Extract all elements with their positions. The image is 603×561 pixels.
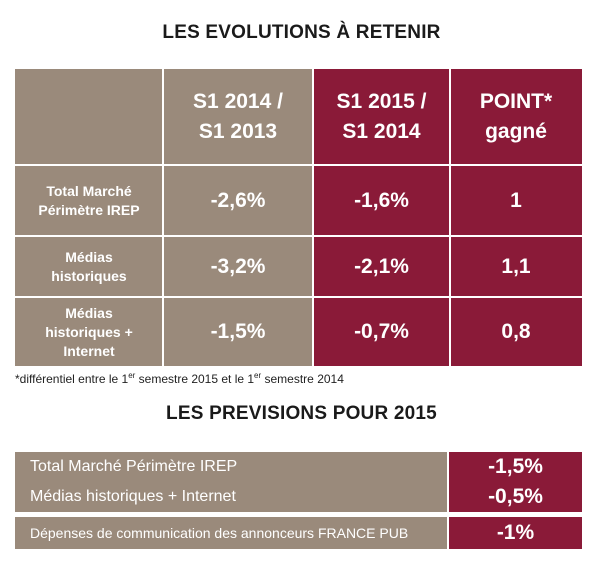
prevision-divider: [447, 452, 449, 549]
header-col1-line1: S1 2014 /: [193, 89, 283, 113]
prevision-label-depenses: Dépenses de communication des annonceurs…: [15, 517, 447, 549]
header-s1-2014-vs-2013: S1 2014 / S1 2013: [163, 69, 313, 164]
row3-value-point: 0,8: [450, 298, 582, 366]
evolutions-title: LES EVOLUTIONS À RETENIR: [162, 22, 441, 43]
row2-label-line1: Médias: [65, 248, 113, 265]
row3-value-2015: -0,7%: [313, 298, 450, 366]
footnote-sup2: er: [254, 371, 262, 380]
prevision-label-total-marche: Total Marché Périmètre IREP: [15, 452, 447, 482]
prevision-separator: [15, 514, 582, 517]
header-col3-line1: POINT*: [479, 89, 553, 113]
header-point-gagne: POINT* gagné: [450, 69, 582, 164]
header-col2-line1: S1 2015 /: [336, 89, 427, 113]
prevision-value-total-marche: -1,5%: [449, 452, 582, 482]
row1-label-line2: Périmètre IREP: [38, 201, 140, 218]
row-label-total-marche: Total Marché Périmètre IREP: [15, 166, 163, 235]
prevision-label-medias-internet: Médias historiques + Internet: [15, 482, 447, 512]
row-label-medias-historiques: Médias historiques: [15, 237, 163, 296]
footnote-sup1: er: [128, 371, 136, 380]
row1-value-point: 1: [450, 166, 582, 235]
grid-divider: [449, 69, 451, 366]
row2-value-2014: -3,2%: [163, 237, 313, 296]
row3-label-line2: historiques +: [45, 323, 133, 340]
row1-value-2015: -1,6%: [313, 166, 450, 235]
row2-value-point: 1,1: [450, 237, 582, 296]
footnote-part1: *différentiel entre le 1: [15, 372, 129, 386]
row3-label-line3: Internet: [63, 342, 115, 359]
prevision-value-medias-internet: -0,5%: [449, 482, 582, 512]
prevision-value-depenses: -1%: [449, 517, 582, 549]
header-col2-line2: S1 2014: [342, 119, 421, 143]
row1-label-line1: Total Marché: [46, 182, 132, 199]
footnote-part2: semestre 2015 et le 1: [135, 372, 255, 386]
row-label-medias-internet: Médias historiques + Internet: [15, 298, 163, 366]
header-col3-line2: gagné: [485, 119, 547, 143]
grid-divider: [312, 69, 314, 366]
row2-value-2015: -2,1%: [313, 237, 450, 296]
footnote-part3: semestre 2014: [261, 372, 344, 386]
header-corner: [15, 69, 163, 164]
footnote: *différentiel entre le 1er semestre 2015…: [15, 371, 344, 387]
row3-label-line1: Médias: [65, 304, 113, 321]
header-s1-2015-vs-2014: S1 2015 / S1 2014: [313, 69, 450, 164]
row2-label-line2: historiques: [51, 267, 127, 284]
row3-value-2014: -1,5%: [163, 298, 313, 366]
row1-value-2014: -2,6%: [163, 166, 313, 235]
grid-divider: [162, 69, 164, 366]
header-col1-line2: S1 2013: [198, 119, 278, 143]
previsions-title: LES PREVISIONS POUR 2015: [166, 403, 437, 424]
